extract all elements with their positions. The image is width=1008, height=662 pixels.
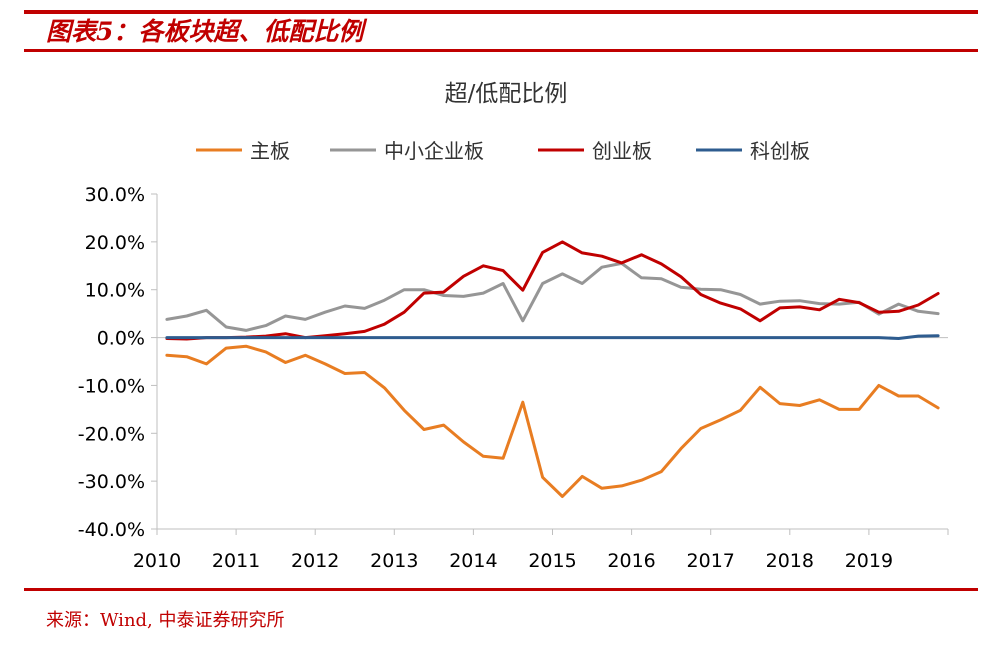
chart-legend: 主板 中小企业板 创业板 科创板 <box>196 139 810 163</box>
title-underline-rule <box>24 49 978 52</box>
source-note: 来源：Wind, 中泰证券研究所 <box>46 610 285 631</box>
x-tick-label: 2017 <box>687 550 735 572</box>
y-tick-label: -30.0% <box>78 471 145 493</box>
x-tick-label: 2019 <box>845 550 893 572</box>
x-tick-label: 2012 <box>291 550 339 572</box>
x-tick-label: 2015 <box>528 550 576 572</box>
legend-label: 中小企业板 <box>384 139 484 163</box>
x-tick-label: 2013 <box>370 550 418 572</box>
legend-label: 主板 <box>250 139 290 163</box>
y-tick-label: -20.0% <box>78 423 145 445</box>
chart-title: 超/低配比例 <box>445 81 568 107</box>
series-line-1 <box>165 261 940 332</box>
y-tick-label: 30.0% <box>85 184 145 206</box>
x-tick-label: 2011 <box>212 550 260 572</box>
series-line-3 <box>165 334 940 340</box>
series-line-2 <box>165 240 940 341</box>
series-line-0 <box>165 344 940 498</box>
y-tick-label: 10.0% <box>85 280 145 302</box>
y-tick-label: 0.0% <box>97 328 145 350</box>
legend-label: 科创板 <box>750 139 810 163</box>
y-tick-label: -40.0% <box>78 519 145 541</box>
x-tick-label: 2016 <box>607 550 655 572</box>
x-tick-label: 2010 <box>133 550 181 572</box>
y-tick-label: 20.0% <box>85 232 145 254</box>
top-rule <box>24 10 978 14</box>
y-tick-label: -10.0% <box>78 375 145 397</box>
bottom-rule <box>24 588 978 591</box>
figure-title: 图表5：各板块超、低配比例 <box>46 17 364 46</box>
series-lines <box>165 240 940 498</box>
x-tick-label: 2014 <box>449 550 497 572</box>
x-tick-label: 2018 <box>766 550 814 572</box>
legend-label: 创业板 <box>592 139 652 163</box>
x-axis: 2010 2011 2012 2013 2014 2015 2016 2017 2018 2019 <box>133 337 949 572</box>
y-axis: 30.0% 20.0% 10.0% 0.0% -10.0% -20.0% -30.0% -40… <box>78 184 158 541</box>
